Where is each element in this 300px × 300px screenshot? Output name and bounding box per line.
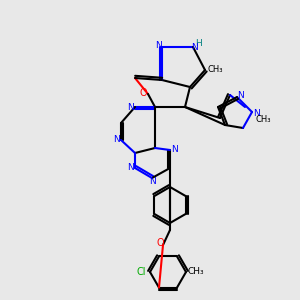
Text: N: N (253, 109, 260, 118)
Text: N: N (148, 178, 155, 187)
Text: N: N (127, 103, 134, 112)
Text: CH₃: CH₃ (188, 268, 204, 277)
Text: H: H (195, 40, 201, 49)
Text: O: O (139, 88, 147, 98)
Text: Cl: Cl (136, 267, 146, 277)
Text: N: N (154, 41, 161, 50)
Text: N: N (172, 146, 178, 154)
Text: CH₃: CH₃ (255, 115, 271, 124)
Text: CH₃: CH₃ (207, 65, 223, 74)
Text: N: N (237, 91, 243, 100)
Text: N: N (112, 136, 119, 145)
Text: O: O (156, 238, 164, 248)
Text: N: N (192, 44, 198, 52)
Text: N: N (127, 164, 134, 172)
